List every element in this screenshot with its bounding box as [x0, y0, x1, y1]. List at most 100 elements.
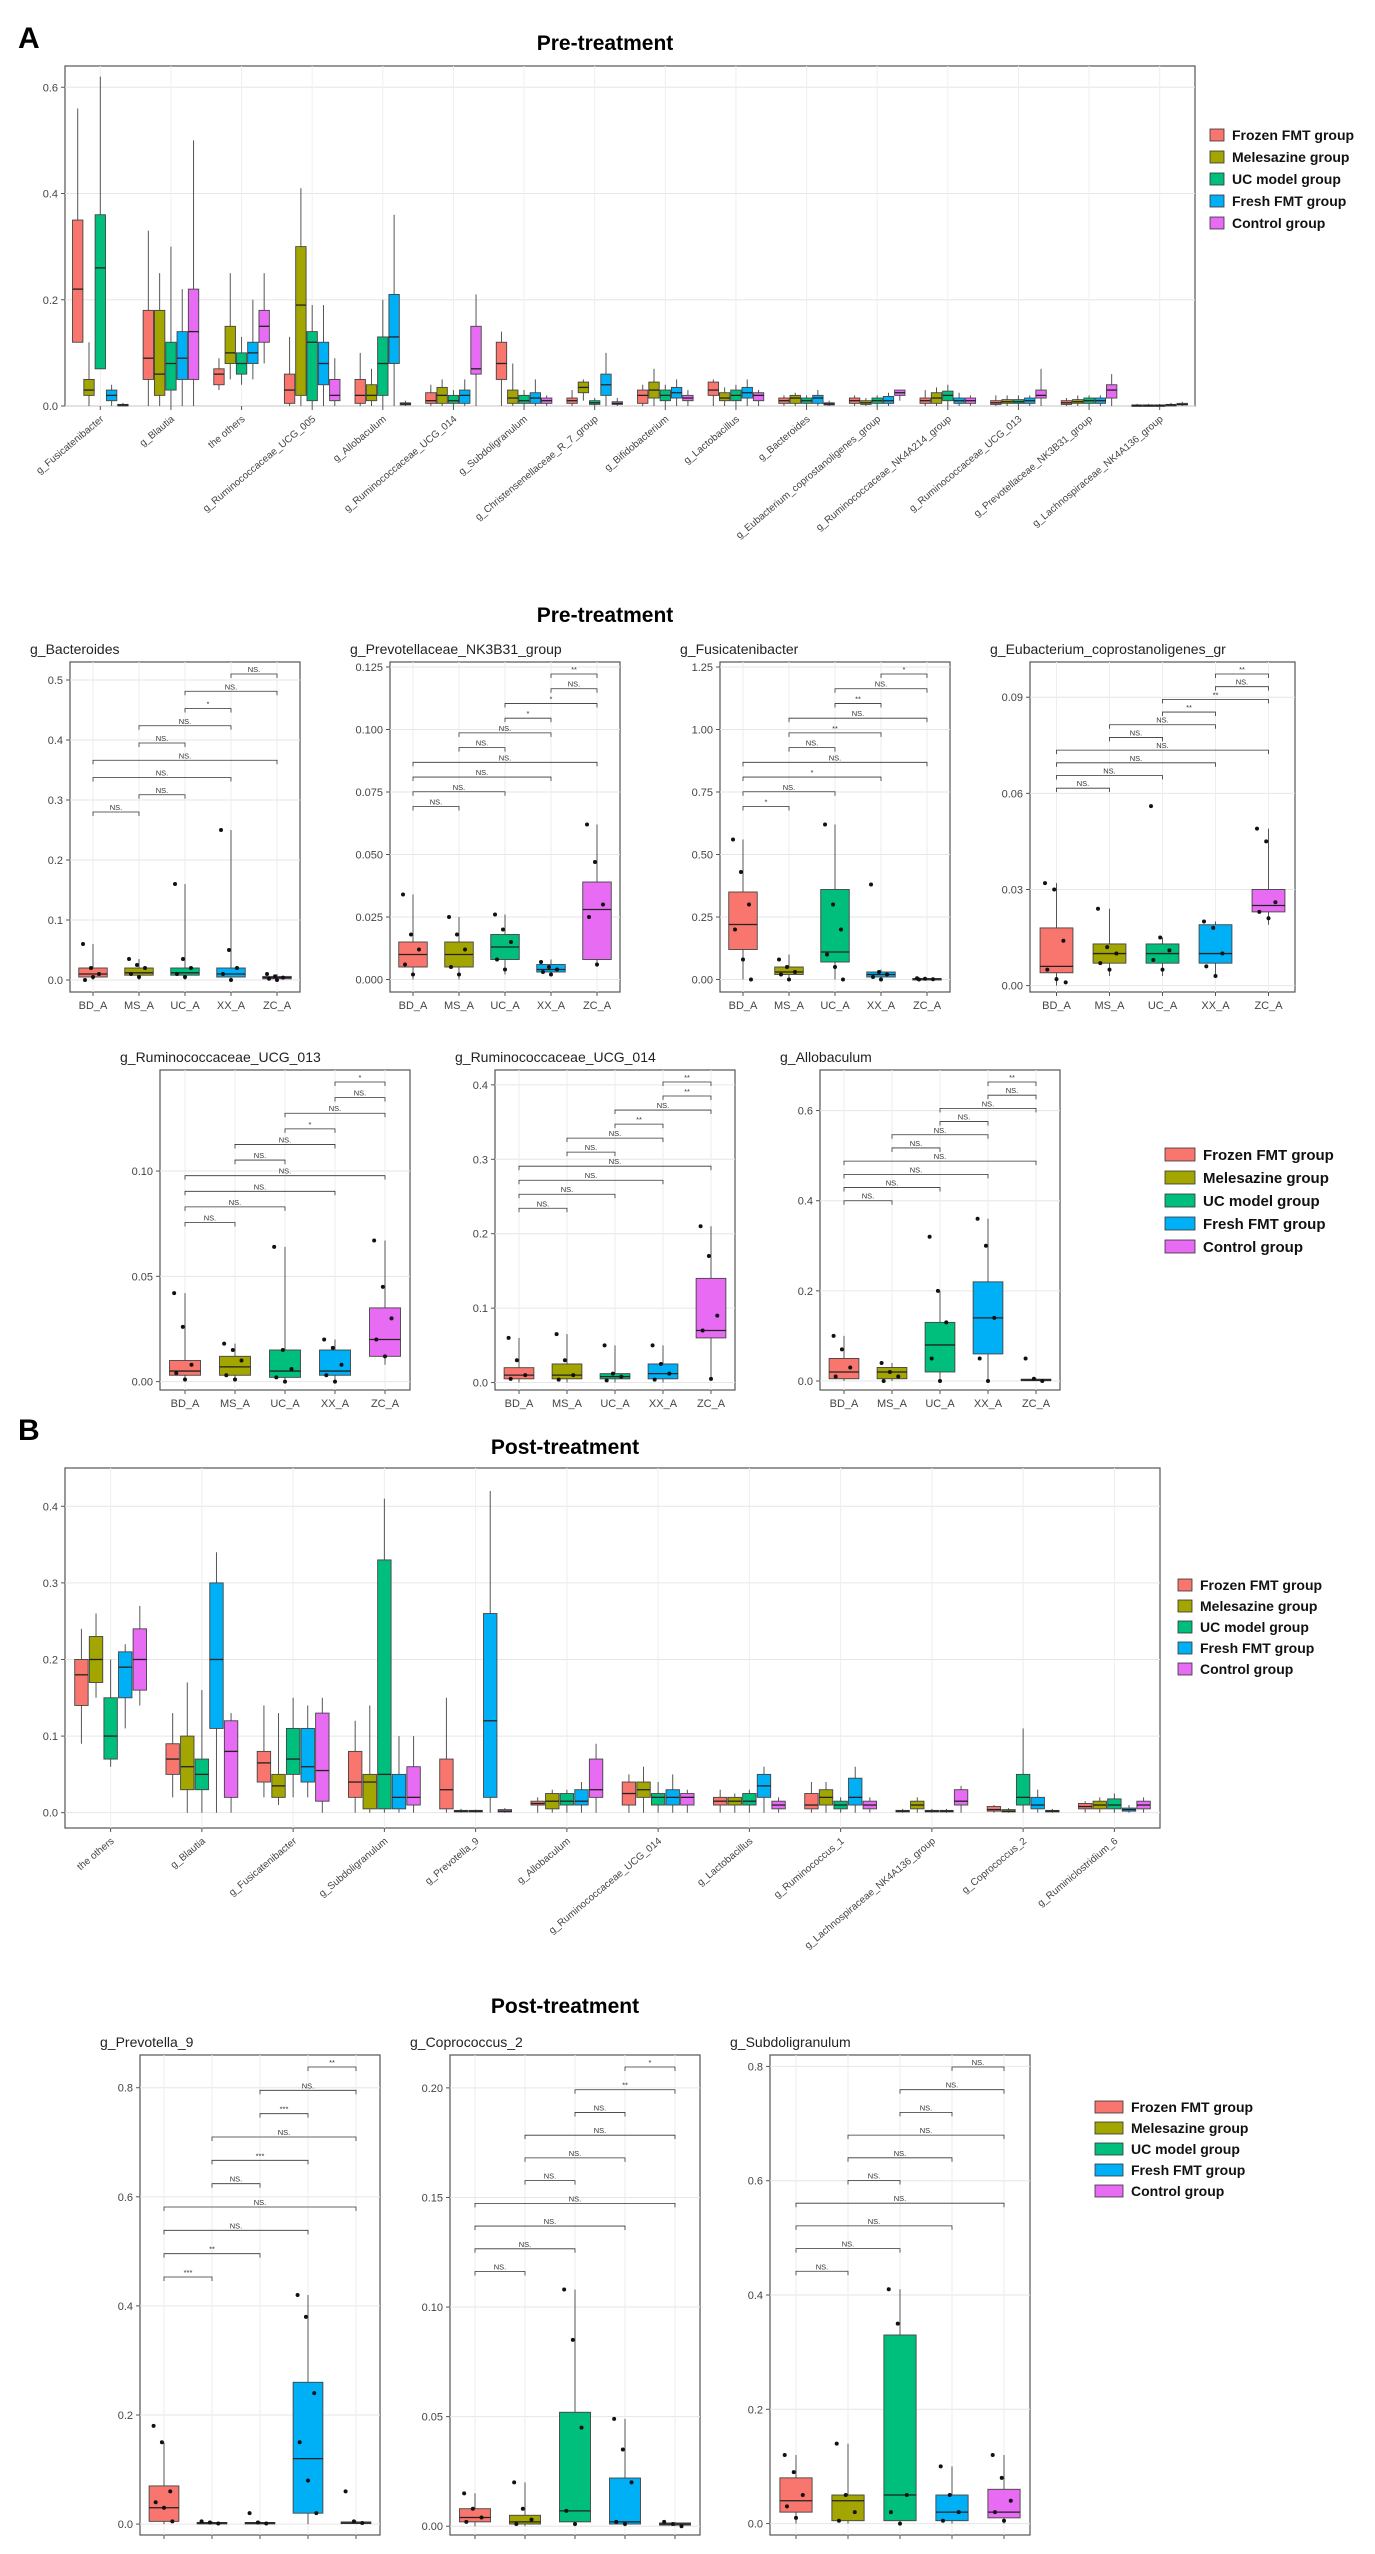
significance-label: NS. — [1130, 728, 1143, 737]
significance-bracket — [1215, 686, 1269, 691]
data-point — [457, 972, 461, 977]
x-tick-label: g_Ruminococcaceae_NK4A214_group — [814, 414, 954, 534]
legend-label: Control group — [1232, 215, 1325, 231]
x-tick-label: MS_A — [444, 1000, 475, 1012]
x-tick-label: BD_A — [171, 1398, 200, 1410]
x-tick-label: BD_A — [729, 1000, 758, 1012]
data-point — [947, 2493, 952, 2497]
box — [848, 1777, 863, 1806]
significance-bracket — [566, 1137, 664, 1143]
y-tick-label: 0.025 — [355, 912, 383, 924]
data-point — [89, 966, 94, 970]
y-tick-label: 0.125 — [355, 662, 383, 674]
data-point — [706, 1254, 711, 1259]
significance-label: NS. — [1156, 716, 1169, 725]
significance-bracket — [474, 2271, 526, 2276]
chart-title: g_Prevotellaceae_NK3B31_group — [350, 641, 562, 657]
data-point — [700, 1328, 705, 1333]
legend-swatch — [1164, 1239, 1196, 1254]
data-point — [1148, 804, 1153, 809]
significance-bracket — [795, 2225, 953, 2230]
data-point — [1107, 967, 1112, 972]
significance-label: NS. — [569, 2149, 582, 2158]
significance-label: * — [903, 665, 906, 674]
data-point — [91, 975, 95, 979]
data-point — [992, 2510, 997, 2515]
box — [153, 309, 166, 396]
significance-label: NS. — [476, 739, 489, 748]
data-point — [462, 2491, 467, 2496]
data-point — [879, 977, 883, 982]
x-tick-label: g_Fusicatenibacter — [227, 1835, 299, 1898]
data-point — [940, 2518, 945, 2523]
legend-swatch — [1094, 2163, 1124, 2177]
significance-bracket — [834, 688, 928, 693]
significance-bracket — [891, 1134, 989, 1139]
y-tick-label: 0.4 — [473, 1080, 488, 1092]
significance-label: NS. — [946, 2081, 959, 2090]
significance-label: NS. — [156, 786, 169, 795]
significance-bracket — [847, 2180, 901, 2185]
significance-bracket — [1162, 698, 1269, 704]
data-point — [670, 2522, 675, 2527]
significance-bracket — [184, 690, 278, 696]
box — [391, 1773, 407, 1810]
data-point — [573, 2522, 577, 2527]
data-point — [374, 1337, 379, 1342]
significance-label: NS. — [585, 1171, 598, 1180]
y-tick-label: 0.10 — [422, 2302, 443, 2314]
data-point — [838, 927, 843, 932]
box — [348, 1750, 363, 1798]
data-point — [650, 1343, 655, 1348]
chart-post_prevotella: g_Prevotella_90.00.20.40.60.8*****NS.NS.… — [100, 2034, 381, 2539]
significance-bracket — [1056, 762, 1216, 767]
chart-pre_allobaculum: g_Allobaculum 0.0 0.2 0.4 0.6 BD_A MS_A UC_A XX_… — [780, 1049, 1061, 1410]
legend-label: Control group — [1203, 1239, 1303, 1256]
box — [588, 1758, 604, 1798]
data-point — [1201, 919, 1206, 924]
data-point — [833, 1374, 838, 1379]
data-point — [506, 1335, 511, 1340]
significance-bracket — [614, 1109, 712, 1115]
significance-bracket — [518, 1193, 616, 1199]
data-point — [938, 2464, 943, 2469]
data-point — [935, 1288, 940, 1293]
y-tick-label: 0.6 — [798, 1106, 813, 1118]
data-point — [579, 2425, 584, 2430]
significance-label: NS. — [329, 1104, 342, 1113]
box — [142, 309, 154, 380]
significance-label: * — [550, 694, 553, 703]
significance-bracket — [138, 742, 186, 747]
significance-label: ** — [684, 1087, 690, 1096]
significance-label: NS. — [875, 680, 888, 689]
significance-label: ** — [636, 1115, 642, 1124]
significance-label: NS. — [894, 2149, 907, 2158]
data-point — [595, 962, 599, 967]
significance-bracket — [662, 1095, 712, 1101]
box — [377, 1559, 392, 1810]
significance-bracket — [574, 2112, 626, 2117]
y-tick-label: 0.3 — [43, 1578, 58, 1590]
box — [124, 967, 154, 976]
significance-label: NS. — [934, 1152, 947, 1161]
data-point — [570, 2337, 575, 2342]
box — [447, 394, 460, 404]
chart-post_subdoligranulum: g_Subdoligranulum 0.0 0.2 0.4 0.6 0.8 NS. NS. NS… — [730, 2034, 1031, 2539]
data-point — [1008, 2498, 1013, 2503]
box — [118, 1651, 133, 1699]
data-point — [330, 1345, 335, 1350]
x-tick-label: ZC_A — [371, 1398, 400, 1410]
significance-label: * — [359, 1073, 362, 1082]
significance-bracket — [1056, 775, 1163, 780]
data-point — [1211, 925, 1216, 930]
box — [883, 2334, 917, 2522]
data-point — [159, 2440, 164, 2445]
box — [804, 1793, 819, 1810]
y-tick-label: 0.00 — [692, 975, 713, 987]
significance-bracket — [284, 1112, 386, 1118]
legend-swatch — [1164, 1147, 1196, 1162]
significance-bracket — [899, 2089, 1005, 2094]
y-tick-label: 0.3 — [473, 1154, 488, 1166]
y-tick-label: 0.4 — [748, 2290, 763, 2302]
data-point — [142, 966, 147, 970]
